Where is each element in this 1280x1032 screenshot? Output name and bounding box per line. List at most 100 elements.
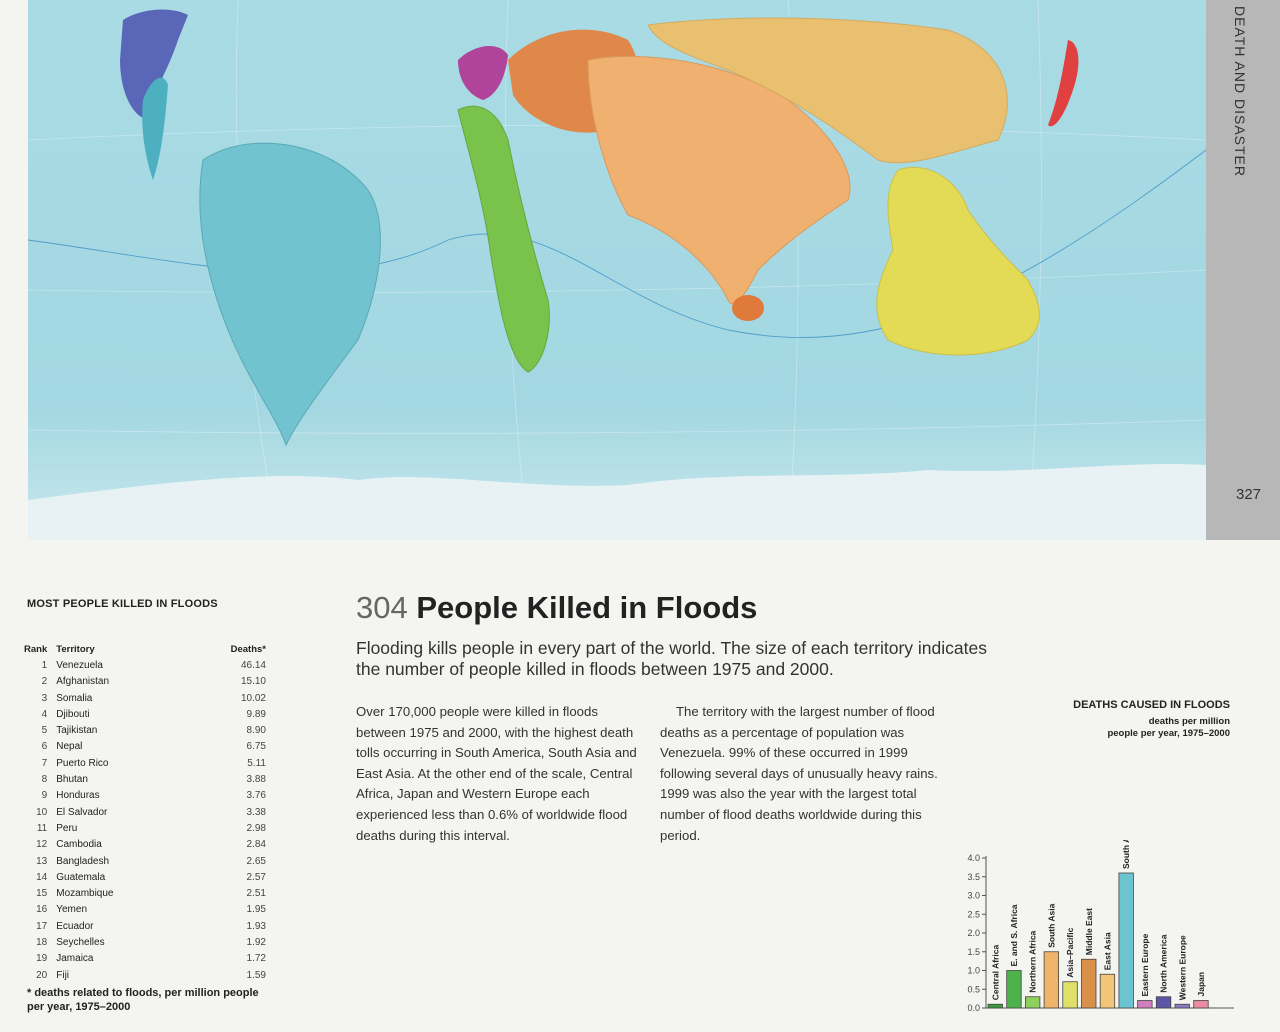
bar-label: Japan <box>1196 972 1206 997</box>
bar <box>1099 973 1116 1009</box>
section-side-band: DEATH AND DISASTER 327 <box>1206 0 1280 540</box>
section-label: DEATH AND DISASTER <box>1232 6 1248 177</box>
territory-cell: Venezuela <box>56 659 103 671</box>
table-row: 7 Puerto Rico 5.11 <box>24 755 274 771</box>
territory-cell: Somalia <box>56 692 93 704</box>
deaths-cell: 1.95 <box>246 904 266 916</box>
deaths-cell: 10.02 <box>240 692 266 704</box>
deaths-cell: 46.14 <box>240 659 266 671</box>
antarctica <box>28 463 1206 540</box>
territory-cell: Yemen <box>56 904 88 916</box>
table-title: MOST PEOPLE KILLED IN FLOODS <box>27 598 218 610</box>
rank-cell: 9 <box>41 790 48 802</box>
y-tick-label: 2.5 <box>967 909 980 919</box>
deaths-cell: 15.10 <box>240 676 266 688</box>
table-footnote: * deaths related to floods, per million … <box>27 987 259 1013</box>
bar <box>1062 981 1078 1009</box>
deaths-cell: 6.75 <box>246 741 266 753</box>
deaths-cell: 2.57 <box>246 871 266 883</box>
south-america <box>199 142 381 447</box>
east-asia <box>647 17 1008 164</box>
y-tick-label: 1.0 <box>967 966 980 976</box>
bar-label: South America <box>1121 840 1131 869</box>
deaths-cell: 3.38 <box>246 806 266 818</box>
bar <box>1006 970 1022 1009</box>
deaths-cell: 3.88 <box>246 774 266 786</box>
table-row: 13 Bangladesh 2.65 <box>24 853 274 869</box>
table-row: 3 Somalia 10.02 <box>24 690 274 706</box>
deaths-cell: 3.76 <box>246 790 266 802</box>
rank-cell: 10 <box>36 806 48 818</box>
table-row: 19 Jamaica 1.72 <box>24 951 274 967</box>
deaths-cell: 1.59 <box>246 969 266 981</box>
deaths-cell: 5.11 <box>247 757 266 769</box>
territory-cell: Nepal <box>56 741 83 753</box>
territory-cell: Cambodia <box>56 839 102 851</box>
territory-cell: Djibouti <box>56 708 90 720</box>
table-row: 8 Bhutan 3.88 <box>24 771 274 787</box>
rank-cell: 5 <box>41 725 48 737</box>
rank-cell: 19 <box>36 953 48 965</box>
chart-subtitle-line-1: deaths per million <box>1148 716 1230 727</box>
rank-cell: 8 <box>41 774 48 786</box>
europe <box>458 45 508 100</box>
table-row: 15 Mozambique 2.51 <box>24 885 274 901</box>
article-title: People Killed in Floods <box>416 590 758 625</box>
table-row: 16 Yemen 1.95 <box>24 902 274 918</box>
page-title: 304 People Killed in Floods <box>356 590 757 626</box>
chart-subtitle-line-2: people per year, 1975–2000 <box>1107 728 1230 739</box>
table-row: 5 Tajikistan 8.90 <box>24 722 274 738</box>
bar-label: Central Africa <box>990 945 1000 1001</box>
header-territory: Territory <box>56 643 95 655</box>
bar-label: East Asia <box>1102 932 1112 970</box>
chart-title: DEATHS CAUSED IN FLOODS <box>1073 699 1230 711</box>
table-row: 18 Seychelles 1.92 <box>24 934 274 950</box>
bar-label: Asia–Pacific <box>1065 927 1075 977</box>
bar <box>987 1003 1003 1009</box>
bar <box>1081 958 1097 1009</box>
header-rank: Rank <box>24 643 48 655</box>
territory-cell: Seychelles <box>56 936 105 948</box>
y-tick-label: 0.0 <box>967 1003 980 1013</box>
territory-cell: Tajikistan <box>56 725 98 737</box>
deaths-cell: 2.98 <box>246 822 266 834</box>
rank-cell: 16 <box>36 904 48 916</box>
table-row: 11 Peru 2.98 <box>24 820 274 836</box>
rank-cell: 18 <box>36 936 48 948</box>
bar-label: Western Europe <box>1177 935 1187 1000</box>
rank-cell: 3 <box>41 692 48 704</box>
y-tick-label: 1.5 <box>967 947 980 957</box>
territory-cell: Bangladesh <box>56 855 110 867</box>
table-row: 17 Ecuador 1.93 <box>24 918 274 934</box>
deaths-cell: 2.65 <box>246 855 266 867</box>
table-row: 14 Guatemala 2.57 <box>24 869 274 885</box>
bar-label: Eastern Europe <box>1140 933 1150 996</box>
article-subtitle: Flooding kills people in every part of t… <box>356 638 987 679</box>
rank-cell: 17 <box>36 920 48 932</box>
header-deaths: Deaths* <box>230 643 266 655</box>
flood-deaths-cartogram <box>28 0 1206 540</box>
y-tick-label: 2.0 <box>967 928 980 938</box>
bar <box>1193 1000 1209 1009</box>
rank-cell: 11 <box>36 822 48 834</box>
deaths-bar-chart: 0.0 0.5 1.0 1.5 2.0 2.5 3.0 3.5 4.0 Central Afric… <box>967 840 1234 1013</box>
territory-cell: Honduras <box>56 790 100 802</box>
table-row: 12 Cambodia 2.84 <box>24 837 274 853</box>
territory-cell: Puerto Rico <box>56 757 109 769</box>
bar <box>1118 872 1134 1009</box>
africa <box>457 105 550 373</box>
rank-cell: 6 <box>41 741 48 753</box>
bar <box>1155 996 1172 1009</box>
deaths-cell: 1.72 <box>246 953 266 965</box>
y-tick-label: 0.5 <box>967 984 980 994</box>
bar <box>1174 1003 1190 1009</box>
bar <box>1025 996 1041 1009</box>
table-row: 1 Venezuela 46.14 <box>24 657 274 673</box>
territory-cell: El Salvador <box>56 806 108 818</box>
rank-cell: 13 <box>36 855 48 867</box>
territory-cell: Guatemala <box>56 871 106 883</box>
rank-cell: 7 <box>41 757 48 769</box>
territory-cell: Ecuador <box>56 920 94 932</box>
territory-cell: Fiji <box>56 969 70 981</box>
page-number: 327 <box>1236 486 1262 503</box>
